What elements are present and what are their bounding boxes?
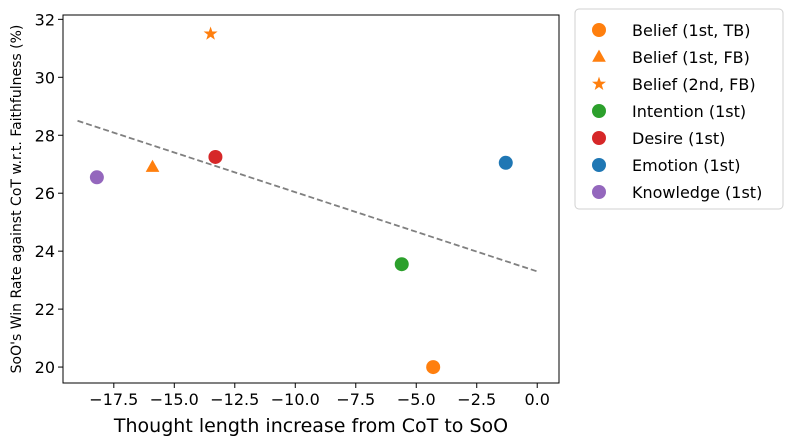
legend-label: Belief (1st, TB) (632, 21, 750, 40)
x-tick-label: −15.0 (150, 390, 199, 409)
y-tick-label: 20 (35, 358, 55, 377)
y-tick-label: 22 (35, 300, 55, 319)
x-tick-label: −10.0 (271, 390, 320, 409)
trend-line (77, 119, 538, 273)
x-tick-label: −7.5 (336, 390, 375, 409)
y-tick-label: 24 (35, 242, 55, 261)
x-tick-label: −2.5 (457, 390, 496, 409)
legend-label: Belief (2nd, FB) (632, 75, 756, 94)
legend-label: Intention (1st) (632, 102, 746, 121)
data-point-belief-1st-fb (145, 159, 160, 172)
legend-label: Belief (1st, FB) (632, 48, 750, 67)
data-point-knowledge-1st (89, 170, 104, 185)
y-axis-title: SoO's Win Rate against CoT w.r.t. Faithf… (9, 25, 25, 374)
data-point-intention-1st (394, 257, 409, 272)
data-point-belief-2nd-fb (203, 26, 218, 40)
legend-marker-belief-2nd-fb (592, 76, 606, 90)
legend-marker-belief-1st-tb (592, 23, 606, 37)
data-point-belief-1st-tb (426, 360, 441, 375)
x-tick-label: −12.5 (210, 390, 259, 409)
x-tick-label: 0.0 (524, 390, 549, 409)
x-axis-title: Thought length increase from CoT to SoO (113, 415, 508, 437)
legend-marker-desire-1st (592, 131, 606, 145)
legend-marker-knowledge-1st (592, 185, 606, 199)
legend-marker-emotion-1st (592, 158, 606, 172)
y-tick-label: 32 (35, 10, 55, 29)
legend-label: Emotion (1st) (632, 156, 741, 175)
y-tick-label: 28 (35, 126, 55, 145)
data-point-emotion-1st (498, 155, 513, 170)
x-tick-label: −17.5 (89, 390, 138, 409)
data-point-desire-1st (208, 149, 223, 164)
y-tick-label: 30 (35, 68, 55, 87)
x-tick-label: −5.0 (397, 390, 436, 409)
plot-frame (62, 14, 560, 384)
legend-box (574, 8, 784, 210)
legend-label: Knowledge (1st) (632, 183, 762, 202)
y-tick-label: 26 (35, 184, 55, 203)
legend-marker-intention-1st (592, 104, 606, 118)
legend-label: Desire (1st) (632, 129, 725, 148)
legend-marker-belief-1st-fb (592, 49, 606, 62)
